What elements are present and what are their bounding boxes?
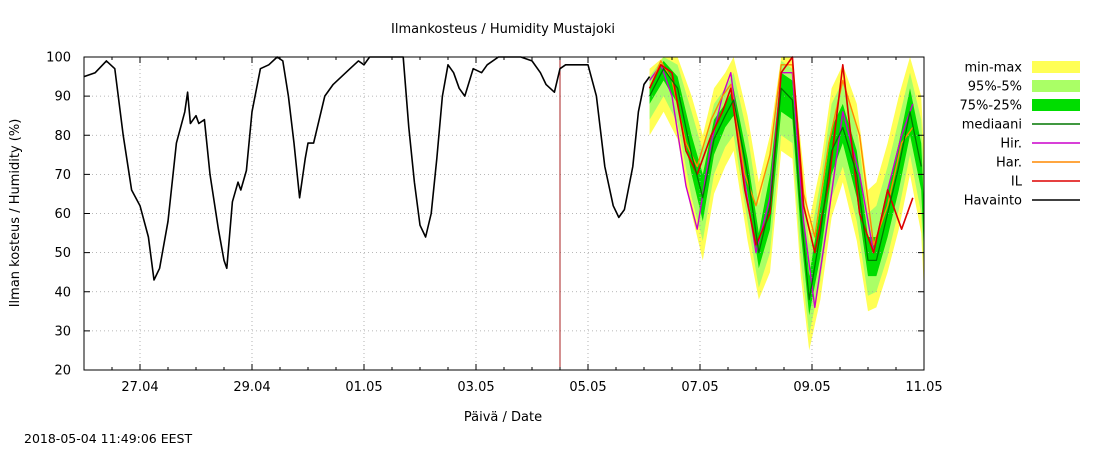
legend-label-obs: Havainto [964, 194, 1022, 209]
y-tick-label: 90 [54, 90, 71, 105]
x-tick-label: 05.05 [569, 380, 606, 395]
x-tick-label: 01.05 [345, 380, 382, 395]
x-tick-label: 07.05 [681, 380, 718, 395]
legend-label-p75: 75%-25% [960, 99, 1022, 114]
timestamp: 2018-05-04 11:49:06 EEST [24, 431, 192, 446]
x-tick-label: 27.04 [121, 380, 158, 395]
x-tick-label: 29.04 [233, 380, 270, 395]
y-tick-label: 50 [54, 246, 71, 261]
legend-label-p95: 95%-5% [968, 80, 1022, 95]
legend-swatch-p75 [1032, 99, 1080, 111]
y-tick-label: 70 [54, 168, 71, 183]
grid-layer [84, 57, 924, 370]
axes-layer: 20 30 40 50 60 70 80 90 100 27.04 29.04 01.05 03.05 0… [46, 51, 942, 396]
series-line-median [649, 68, 922, 301]
legend-label-har: Har. [996, 156, 1022, 171]
y-axis-label: Ilman kosteus / Humidity (%) [8, 119, 23, 308]
x-tick-label: 09.05 [793, 380, 830, 395]
y-tick-label: 60 [54, 207, 71, 222]
y-tick-label: 80 [54, 129, 71, 144]
y-tick-label: 100 [46, 51, 71, 66]
legend-label-hir: Hir. [1000, 137, 1022, 152]
x-tick-label: 11.05 [905, 380, 942, 395]
y-tick-label: 30 [54, 324, 71, 339]
band-p75 [649, 60, 924, 316]
chart-title: Ilmankosteus / Humidity Mustajoki [391, 22, 615, 37]
legend-label-il: IL [1011, 175, 1023, 190]
y-tick-label: 20 [54, 364, 71, 379]
x-axis-label: Päivä / Date [464, 410, 542, 425]
y-tick-label: 40 [54, 285, 71, 300]
legend-label-median: mediaani [962, 118, 1022, 133]
line-layer [83, 56, 922, 370]
legend: min-max 95%-5% 75%-25% mediaani Hir. Har. IL Ha… [960, 61, 1080, 209]
x-tick-label: 03.05 [457, 380, 494, 395]
series-line-obs [83, 56, 651, 281]
legend-swatch-minmax [1032, 61, 1080, 73]
legend-swatch-p95 [1032, 80, 1080, 92]
legend-label-minmax: min-max [964, 61, 1022, 76]
